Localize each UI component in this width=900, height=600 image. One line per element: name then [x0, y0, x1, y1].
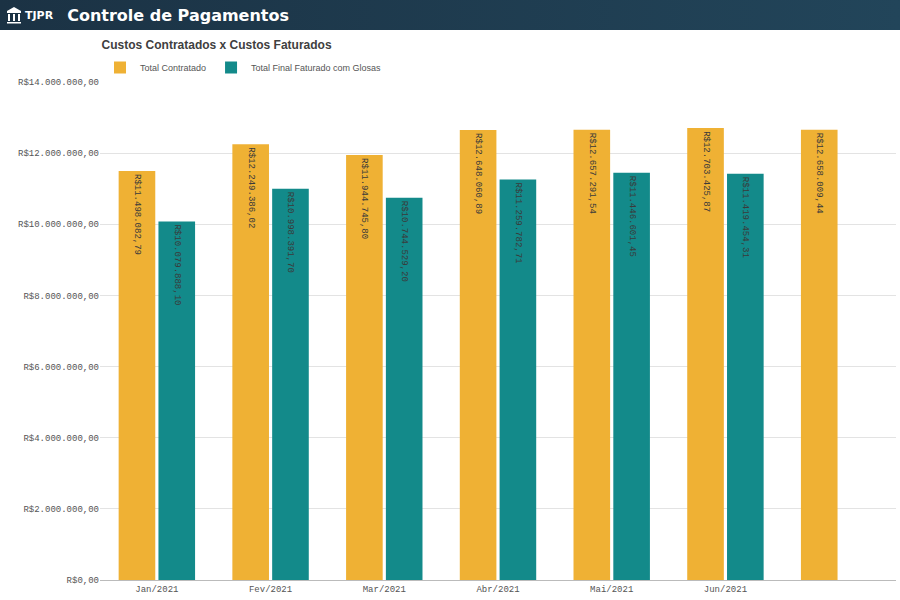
svg-text:R$11.498.082,79: R$11.498.082,79: [132, 174, 142, 255]
svg-text:R$11.944.745,80: R$11.944.745,80: [359, 158, 369, 239]
svg-text:R$2.000.000,00: R$2.000.000,00: [23, 505, 99, 515]
html-text:TJPR: TJPR: [25, 8, 54, 22]
svg-text:R$0,00: R$0,00: [67, 576, 99, 586]
svg-text:R$10.744.529,20: R$10.744.529,20: [399, 201, 409, 282]
svg-text:R$11.259.782,71: R$11.259.782,71: [513, 182, 523, 263]
svg-text:Total Contratado: Total Contratado: [140, 63, 206, 73]
svg-text:R$10.998.391,70: R$10.998.391,70: [285, 192, 295, 273]
svg-text:R$4.000.000,00: R$4.000.000,00: [23, 434, 99, 444]
svg-text:R$12.658.009,44: R$12.658.009,44: [814, 133, 824, 214]
svg-text:Mai/2021: Mai/2021: [590, 585, 633, 595]
svg-text:R$11.446.601,45: R$11.446.601,45: [627, 176, 637, 257]
svg-text:R$12.703.425,87: R$12.703.425,87: [701, 131, 711, 212]
svg-text:R$10.000.000,00: R$10.000.000,00: [18, 220, 99, 230]
svg-text:Total Final Faturado com Glosa: Total Final Faturado com Glosas: [251, 63, 381, 73]
svg-text:R$12.000.000,00: R$12.000.000,00: [18, 149, 99, 159]
svg-text:R$12.648.060,89: R$12.648.060,89: [473, 133, 483, 214]
svg-text:R$12.249.386,02: R$12.249.386,02: [246, 147, 256, 228]
svg-text:R$8.000.000,00: R$8.000.000,00: [23, 292, 99, 302]
svg-text:R$11.419.454,31: R$11.419.454,31: [740, 177, 750, 258]
svg-text:Mar/2021: Mar/2021: [363, 585, 406, 595]
svg-text:Custos Contratados x Custos Fa: Custos Contratados x Custos Faturados: [102, 38, 332, 52]
svg-text:R$12.657.291,54: R$12.657.291,54: [587, 133, 597, 214]
svg-text:Jan/2021: Jan/2021: [135, 585, 178, 595]
svg-text:Fev/2021: Fev/2021: [249, 585, 292, 595]
svg-text:R$6.000.000,00: R$6.000.000,00: [23, 363, 99, 373]
svg-text:R$14.000.000,00: R$14.000.000,00: [18, 78, 99, 88]
svg-text:R$10.079.888,10: R$10.079.888,10: [172, 224, 182, 305]
html-text:Controle de Pagamentos: Controle de Pagamentos: [67, 5, 289, 25]
svg-text:Abr/2021: Abr/2021: [476, 585, 519, 595]
svg-text:Jun/2021: Jun/2021: [704, 585, 747, 595]
